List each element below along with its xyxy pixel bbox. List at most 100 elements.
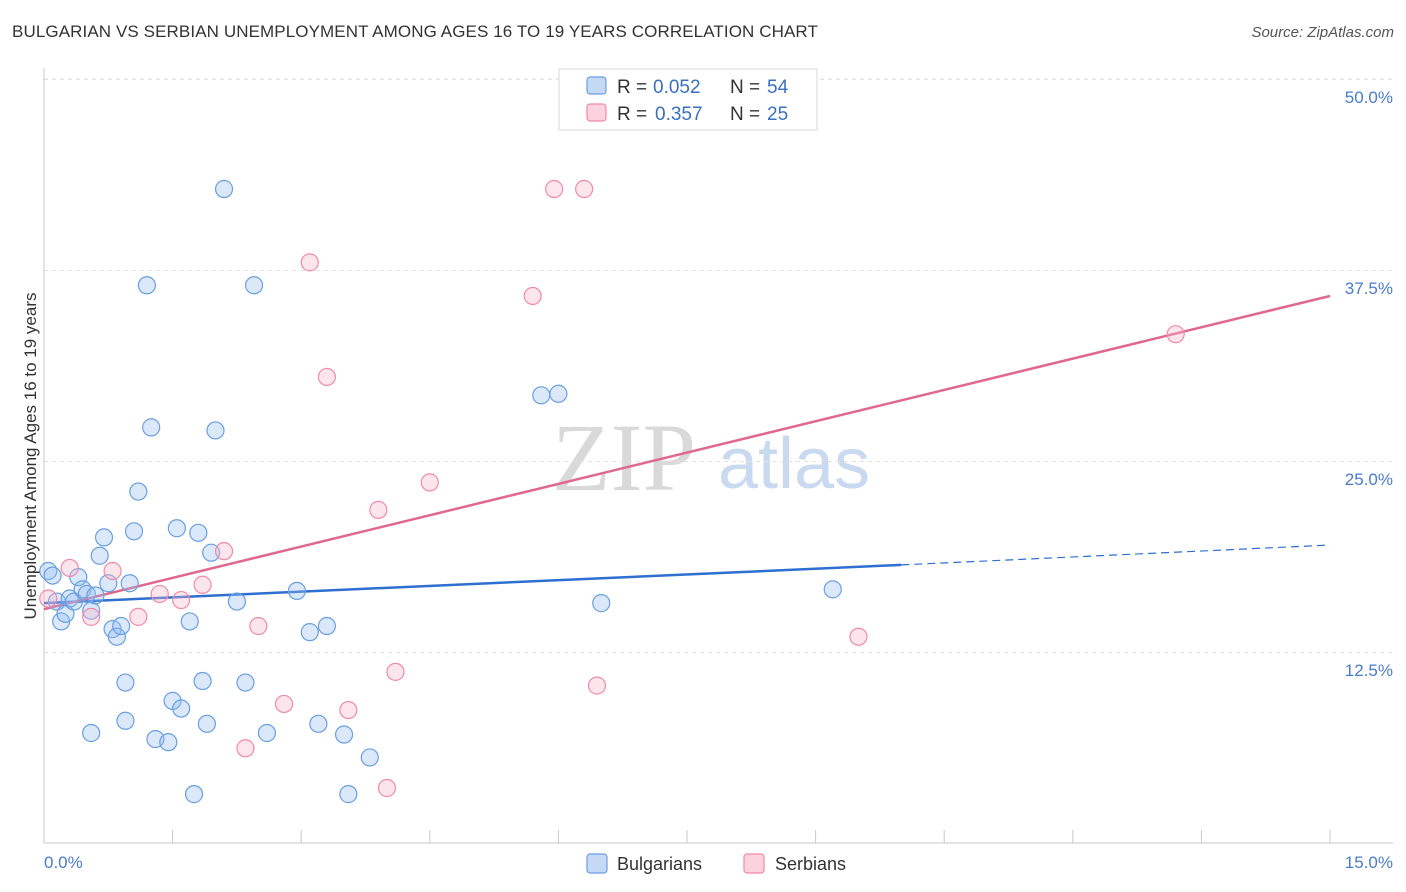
point-bulgarians-44 xyxy=(334,725,354,744)
point-bulgarians-17 xyxy=(112,616,131,636)
point-serbians-14 xyxy=(339,700,358,720)
point-bulgarians-52 xyxy=(592,594,611,613)
point-bulgarians-51 xyxy=(549,384,568,403)
grid-lines xyxy=(44,78,1393,653)
point-serbians-9 xyxy=(236,739,255,758)
point-bulgarians-13 xyxy=(94,528,114,547)
trend-line-bulgarians-extension xyxy=(901,544,1331,566)
legend-swatch-serbians xyxy=(586,103,607,122)
point-serbians-3 xyxy=(103,561,122,581)
x-tick-label-min: 0.0% xyxy=(44,853,83,872)
legend-r-value-1: 0.052 xyxy=(653,77,701,98)
point-bulgarians-27 xyxy=(167,519,186,538)
point-serbians-12 xyxy=(300,253,319,272)
correlation-legend: R = 0.052 N = 54 R = 0.357 N = 25 xyxy=(558,68,818,131)
point-serbians-17 xyxy=(420,473,439,492)
point-bulgarians-23 xyxy=(142,418,161,437)
legend-n-value-2: 25 xyxy=(767,104,788,125)
chart-title: BULGARIAN VS SERBIAN UNEMPLOYMENT AMONG … xyxy=(12,22,818,41)
point-bulgarians-35 xyxy=(214,179,234,199)
point-serbians-10 xyxy=(249,616,268,636)
point-serbians-1 xyxy=(60,558,79,578)
source-label: Source: ZipAtlas.com xyxy=(1251,24,1394,41)
point-bulgarians-47 xyxy=(82,723,101,743)
y-axis-label: Unemployment Among Ages 16 to 19 years xyxy=(21,293,40,620)
point-serbians-20 xyxy=(545,179,564,199)
legend-n-label-2: N = xyxy=(730,104,760,125)
watermark-atlas: atlas xyxy=(718,424,870,504)
point-bulgarians-49 xyxy=(184,785,204,804)
legend-n-label-1: N = xyxy=(730,77,760,98)
y-tick-label-2: 37.5% xyxy=(1345,279,1393,298)
point-bulgarians-39 xyxy=(257,723,277,743)
point-serbians-11 xyxy=(274,694,294,714)
point-bulgarians-12 xyxy=(90,546,109,565)
x-tick-label-max: 15.0% xyxy=(1345,853,1393,872)
point-bulgarians-48 xyxy=(116,711,135,730)
legend-r-value-2: 0.357 xyxy=(655,104,703,125)
point-serbians-22 xyxy=(587,676,607,695)
trend-lines xyxy=(43,294,1331,611)
legend-r-label-2: R = xyxy=(617,104,647,125)
point-bulgarians-30 xyxy=(189,523,208,542)
point-serbians-13 xyxy=(317,367,337,387)
point-serbians-4 xyxy=(129,607,148,626)
y-tick-labels: 12.5% 25.0% 37.5% 50.0% xyxy=(1345,88,1393,680)
point-bulgarians-28 xyxy=(172,699,191,718)
point-bulgarians-50 xyxy=(532,386,551,405)
y-tick-label-3: 50.0% xyxy=(1345,88,1393,107)
bottom-legend-swatch-serbians xyxy=(743,853,765,874)
point-serbians-15 xyxy=(369,500,388,519)
point-bulgarians-20 xyxy=(124,522,144,541)
bottom-legend-label-serbians: Serbians xyxy=(775,854,846,874)
point-bulgarians-1 xyxy=(43,566,62,585)
bottom-legend-swatch-bulgarians xyxy=(586,853,608,874)
point-bulgarians-31 xyxy=(193,671,212,691)
point-serbians-23 xyxy=(849,627,868,646)
point-bulgarians-19 xyxy=(120,574,139,593)
point-serbians-6 xyxy=(172,590,191,610)
legend-n-value-1: 54 xyxy=(767,77,789,98)
point-serbians-18 xyxy=(377,778,397,798)
point-bulgarians-21 xyxy=(129,482,148,501)
point-bulgarians-53 xyxy=(823,580,842,599)
point-serbians-2 xyxy=(82,607,101,626)
point-serbians-19 xyxy=(523,286,542,306)
point-bulgarians-36 xyxy=(227,592,246,611)
legend-r-label-1: R = xyxy=(617,77,647,98)
point-serbians-5 xyxy=(150,584,169,604)
point-bulgarians-25 xyxy=(159,733,178,752)
trend-line-serbians xyxy=(43,294,1331,611)
point-bulgarians-40 xyxy=(287,581,307,600)
point-bulgarians-38 xyxy=(244,276,264,295)
point-bulgarians-43 xyxy=(317,616,337,636)
legend-swatch-bulgarians xyxy=(586,76,607,95)
point-bulgarians-41 xyxy=(300,623,319,642)
point-serbians-21 xyxy=(575,179,594,199)
y-tick-label-0: 12.5% xyxy=(1345,661,1393,680)
series-legend: Bulgarians Serbians xyxy=(586,853,846,874)
point-bulgarians-37 xyxy=(236,673,255,692)
watermark-zip: ZIP xyxy=(552,404,696,511)
point-serbians-16 xyxy=(386,662,405,681)
point-bulgarians-22 xyxy=(137,276,156,295)
point-serbians-7 xyxy=(193,575,212,594)
axes xyxy=(43,68,1393,844)
point-serbians-8 xyxy=(214,542,234,561)
y-tick-label-1: 25.0% xyxy=(1345,470,1393,489)
point-bulgarians-18 xyxy=(116,673,135,692)
point-bulgarians-29 xyxy=(180,612,199,631)
trend-line-bulgarians xyxy=(43,563,902,605)
point-bulgarians-45 xyxy=(339,785,358,804)
point-serbians-0 xyxy=(39,589,58,608)
point-bulgarians-16 xyxy=(107,627,126,646)
point-bulgarians-46 xyxy=(360,748,379,767)
point-bulgarians-34 xyxy=(206,421,225,440)
point-bulgarians-32 xyxy=(197,714,216,733)
data-points xyxy=(39,179,1185,804)
point-bulgarians-42 xyxy=(309,714,328,733)
point-serbians-24 xyxy=(1166,325,1185,344)
point-bulgarians-11 xyxy=(86,586,105,605)
bottom-legend-label-bulgarians: Bulgarians xyxy=(617,854,702,874)
